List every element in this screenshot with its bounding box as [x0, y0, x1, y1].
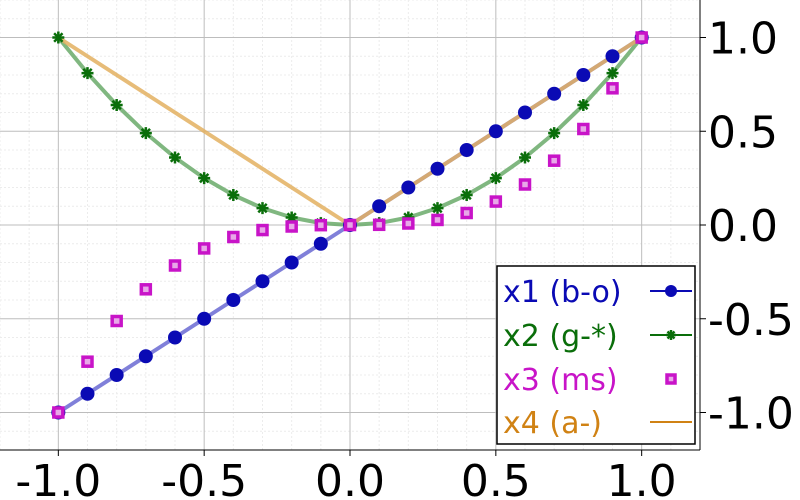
data-point [197, 311, 212, 326]
data-point [401, 180, 416, 195]
x-tick-label: 1.0 [607, 456, 677, 500]
legend-swatch-3 [665, 373, 677, 385]
y-tick-labels: 1.0 0.5 0.0 -0.5 -1.0 [700, 14, 794, 440]
data-point [256, 223, 269, 237]
data-point [547, 154, 561, 167]
data-point [576, 68, 591, 82]
legend-swatch-2 [650, 330, 692, 340]
data-point [81, 67, 94, 80]
data-point [197, 242, 211, 255]
data-point [460, 206, 473, 220]
data-point [226, 293, 241, 307]
y-tick-label: -0.5 [708, 295, 794, 346]
data-point [313, 236, 328, 251]
data-point [488, 124, 503, 139]
data-point [255, 274, 270, 289]
data-point [635, 31, 648, 44]
data-point [284, 255, 299, 270]
data-point [227, 230, 240, 244]
series-markers-3 [52, 31, 648, 419]
data-point [431, 202, 444, 215]
data-point [81, 355, 94, 368]
y-tick-label: 1.0 [708, 14, 778, 65]
x-tick-label: -1.0 [15, 456, 101, 500]
data-point [430, 161, 445, 176]
data-point [285, 220, 298, 233]
data-point [606, 67, 619, 80]
data-point [606, 82, 619, 95]
x-tick-label: 0.5 [461, 456, 531, 500]
data-point [52, 31, 65, 44]
data-point [577, 99, 590, 111]
series-markers-1 [51, 30, 649, 420]
data-point [489, 195, 503, 208]
data-point [169, 151, 181, 164]
data-point [489, 172, 502, 185]
legend: x1 (b-o) x2 (g-*) x3 (ms) x4 (a-) [496, 265, 696, 445]
data-point [605, 49, 620, 64]
data-point [109, 368, 124, 382]
data-point [110, 99, 123, 111]
data-point [227, 189, 240, 201]
data-point [314, 218, 328, 232]
data-point [139, 283, 153, 296]
data-point [52, 406, 65, 419]
data-point [666, 330, 676, 340]
legend-label-3: x3 (ms) [503, 363, 618, 398]
legend-label-4: x4 (a-) [503, 406, 602, 441]
data-point [110, 314, 123, 328]
data-point [402, 217, 415, 230]
series-markers [51, 30, 649, 420]
data-point [518, 178, 532, 191]
data-point [460, 189, 473, 201]
data-point [80, 386, 95, 401]
x-tick-label: -0.5 [161, 456, 247, 500]
data-point [256, 202, 269, 215]
data-point [519, 151, 531, 164]
y-tick-label: 0.5 [708, 107, 778, 158]
y-tick-label: -1.0 [708, 389, 794, 440]
data-point [518, 105, 532, 120]
legend-label-1: x1 (b-o) [503, 275, 622, 310]
data-point [343, 218, 357, 232]
data-point [138, 349, 153, 364]
data-point [198, 172, 211, 185]
data-point [548, 127, 561, 140]
data-point [665, 285, 677, 297]
data-point [547, 86, 562, 101]
data-point [168, 330, 182, 345]
data-point [139, 127, 152, 140]
data-point [168, 259, 182, 272]
x-tick-labels: -1.0 -0.5 0.0 0.5 1.0 [15, 450, 677, 500]
data-point [372, 218, 386, 232]
legend-box [496, 265, 696, 445]
data-point [431, 213, 444, 227]
data-point [665, 373, 677, 385]
y-tick-label: 0.0 [708, 201, 778, 252]
data-point [372, 199, 387, 214]
legend-swatch-1 [650, 285, 692, 297]
data-point [459, 143, 474, 157]
legend-label-2: x2 (g-*) [503, 319, 618, 354]
data-point [577, 122, 590, 136]
x-tick-label: 0.0 [315, 456, 385, 500]
